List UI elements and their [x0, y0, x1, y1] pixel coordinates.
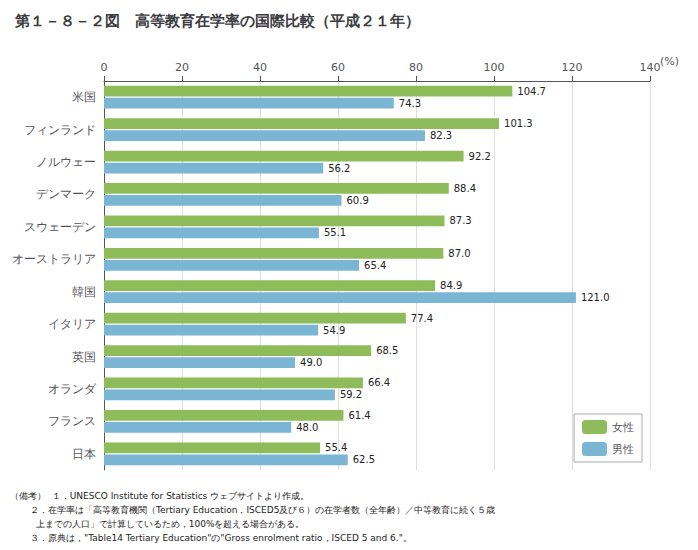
svg-text:0: 0	[101, 61, 108, 74]
svg-text:82.3: 82.3	[430, 130, 452, 141]
svg-text:49.0: 49.0	[300, 357, 322, 368]
svg-text:第１－８－２図 高等教育在学率の国際比較（平成２１年）: 第１－８－２図 高等教育在学率の国際比較（平成２１年）	[14, 12, 420, 30]
svg-text:66.4: 66.4	[368, 377, 390, 388]
svg-text:77.4: 77.4	[411, 313, 433, 324]
svg-text:84.9: 84.9	[440, 280, 462, 291]
svg-text:87.3: 87.3	[449, 215, 471, 226]
svg-text:デンマーク: デンマーク	[36, 187, 96, 201]
svg-text:上までの人口」で計算しているため，100%を超える場合がある: 上までの人口」で計算しているため，100%を超える場合がある。	[10, 519, 304, 529]
svg-text:100: 100	[484, 61, 505, 74]
svg-text:92.2: 92.2	[469, 151, 491, 162]
svg-text:65.4: 65.4	[364, 260, 386, 271]
svg-text:20: 20	[175, 61, 189, 74]
svg-text:54.9: 54.9	[323, 325, 345, 336]
svg-text:68.5: 68.5	[376, 345, 398, 356]
svg-text:スウェーデン: スウェーデン	[24, 220, 96, 234]
svg-text:40: 40	[253, 61, 267, 74]
svg-text:140: 140	[640, 61, 661, 74]
svg-text:80: 80	[409, 61, 423, 74]
svg-text:イタリア: イタリア	[48, 317, 96, 331]
svg-text:女性: 女性	[612, 421, 634, 434]
svg-text:62.5: 62.5	[353, 454, 375, 465]
svg-text:61.4: 61.4	[348, 410, 370, 421]
svg-text:120: 120	[562, 61, 583, 74]
svg-text:ノルウェー: ノルウェー	[36, 155, 96, 169]
svg-text:88.4: 88.4	[454, 183, 476, 194]
svg-text:日本: 日本	[72, 447, 96, 461]
svg-text:オーストラリア: オーストラリア	[12, 252, 96, 266]
svg-text:英国: 英国	[72, 350, 96, 364]
svg-text:３．原典は，"Table14 Tertiary Educat: ３．原典は，"Table14 Tertiary Education"の"Gros…	[10, 533, 412, 543]
svg-text:60: 60	[331, 61, 345, 74]
svg-text:59.2: 59.2	[340, 389, 362, 400]
svg-text:55.4: 55.4	[325, 442, 347, 453]
svg-text:フィンランド: フィンランド	[24, 123, 96, 137]
svg-text:101.3: 101.3	[504, 118, 533, 129]
svg-text:２．在学率は「高等教育機関（Tertiary Educati: ２．在学率は「高等教育機関（Tertiary Education，ISCED5及…	[10, 505, 495, 515]
svg-text:60.9: 60.9	[347, 195, 369, 206]
svg-text:(%): (%)	[660, 55, 679, 68]
svg-text:韓国: 韓国	[72, 285, 96, 299]
svg-text:121.0: 121.0	[581, 292, 610, 303]
svg-text:56.2: 56.2	[328, 163, 350, 174]
svg-text:74.3: 74.3	[399, 98, 421, 109]
svg-text:55.1: 55.1	[324, 227, 346, 238]
svg-text:米国: 米国	[72, 90, 96, 104]
svg-text:104.7: 104.7	[517, 86, 546, 97]
svg-text:オランダ: オランダ	[48, 382, 97, 396]
svg-text:48.0: 48.0	[296, 422, 318, 433]
svg-text:フランス: フランス	[48, 414, 96, 428]
svg-text:87.0: 87.0	[448, 248, 470, 259]
svg-text:（備考） １．UNESCO Institute for S: （備考） １．UNESCO Institute for Statistics ウ…	[10, 491, 309, 501]
svg-text:男性: 男性	[612, 443, 634, 456]
